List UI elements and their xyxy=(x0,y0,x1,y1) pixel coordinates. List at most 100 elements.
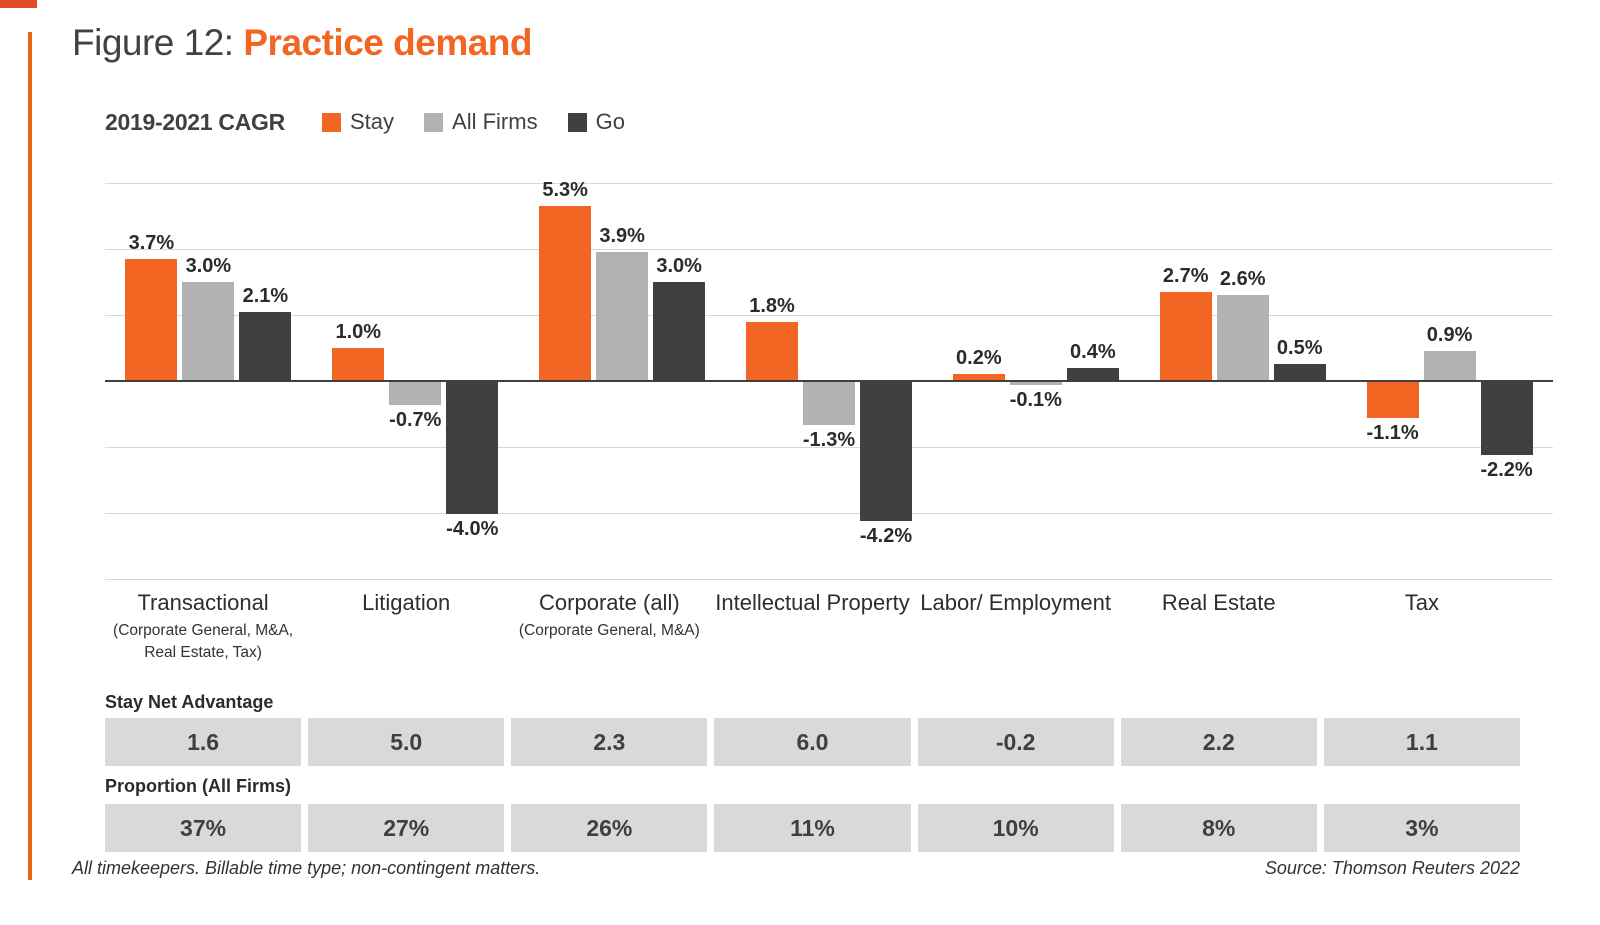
bar-stay-transactional xyxy=(125,259,178,381)
bar-value-all-firms-tax: 0.9% xyxy=(1426,324,1473,346)
stay-net-advantage-cell-transactional: 1.6 xyxy=(105,718,302,766)
bar-all-firms-corporate-all xyxy=(596,252,649,381)
legend-swatch-stay xyxy=(322,112,341,132)
bar-value-go-labor-employment: 0.4% xyxy=(1070,341,1116,363)
bar-value-stay-corporate-all: 5.3% xyxy=(542,179,588,201)
figure-accent-bar xyxy=(28,32,32,880)
row-label-proportion-all-firms: Proportion (All Firms) xyxy=(105,776,291,796)
bar-go-transactional xyxy=(239,312,292,381)
bar-all-firms-tax xyxy=(1423,351,1476,381)
proportion-cell-tax: 3% xyxy=(1323,804,1520,852)
bar-value-stay-real-estate: 2.7% xyxy=(1162,265,1209,287)
category-label-litigation: Litigation xyxy=(308,590,504,663)
chart-legend: Stay All Firms Go xyxy=(322,108,625,136)
proportion-cell-transactional: 37% xyxy=(105,804,302,852)
legend-swatch-all-firms xyxy=(424,112,444,132)
zero-axis-line xyxy=(105,380,1553,382)
category-label-tax: Tax xyxy=(1324,590,1520,663)
bar-value-all-firms-transactional: 3.0% xyxy=(185,255,232,277)
category-name: Intellectual Property xyxy=(715,590,910,615)
category-labels-row: Transactional (Corporate General, M&A, Re… xyxy=(105,590,1520,663)
bar-value-all-firms-intellectual-property: -1.3% xyxy=(802,429,856,451)
stay-net-advantage-cell-real-estate: 2.2 xyxy=(1120,718,1317,766)
proportion-all-firms-row: 37% 27% 26% 11% 10% 8% 3% xyxy=(105,804,1520,852)
footnote-methodology: All timekeepers. Billable time type; non… xyxy=(72,858,541,878)
bar-value-go-corporate-all: 3.0% xyxy=(656,255,702,277)
bar-go-labor-employment xyxy=(1066,368,1119,381)
legend-label-stay: Stay xyxy=(350,109,395,134)
figure-title: Figure 12: Practice demand xyxy=(72,22,533,64)
bar-value-go-litigation: -4.0% xyxy=(446,518,499,540)
proportion-cell-corporate-all: 26% xyxy=(511,804,708,852)
bar-all-firms-labor-employment xyxy=(1009,382,1062,385)
bar-all-firms-intellectual-property xyxy=(803,382,855,425)
figure-name: Practice demand xyxy=(243,22,533,63)
legend-item-all-firms: All Firms xyxy=(424,109,538,135)
bar-go-real-estate xyxy=(1273,364,1326,381)
stay-net-advantage-cell-labor-employment: -0.2 xyxy=(917,718,1114,766)
category-subtitle: (Corporate General, M&A, Real Estate, Ta… xyxy=(113,621,294,661)
legend-item-stay: Stay xyxy=(322,109,394,135)
category-name: Real Estate xyxy=(1161,590,1276,615)
gridline--4 xyxy=(105,513,1553,514)
bar-stay-intellectual-property xyxy=(746,322,798,381)
bar-value-all-firms-litigation: -0.7% xyxy=(389,409,442,431)
gridline--2 xyxy=(105,447,1553,448)
category-subtitle: (Corporate General, M&A) xyxy=(518,621,700,639)
category-label-intellectual-property: Intellectual Property xyxy=(714,590,910,663)
row-label-stay-net-advantage: Stay Net Advantage xyxy=(105,692,274,712)
stay-net-advantage-cell-tax: 1.1 xyxy=(1323,718,1520,766)
stay-net-advantage-row: 1.6 5.0 2.3 6.0 -0.2 2.2 1.1 xyxy=(105,718,1520,766)
category-label-corporate-all: Corporate (all) (Corporate General, M&A) xyxy=(511,590,707,663)
measure-label: 2019-2021 CAGR xyxy=(105,109,285,135)
figure-number: Figure 12: xyxy=(72,22,234,63)
stay-net-advantage-cell-corporate-all: 2.3 xyxy=(511,718,708,766)
proportion-cell-litigation: 27% xyxy=(308,804,505,852)
bar-value-stay-tax: -1.1% xyxy=(1366,422,1419,444)
bar-go-intellectual-property xyxy=(860,382,912,521)
category-name: Tax xyxy=(1404,590,1440,615)
category-name: Labor/ Employment xyxy=(920,590,1112,615)
bar-stay-real-estate xyxy=(1159,292,1212,381)
bar-chart-plot-area: 3.7% 3.0% 2.1% 1.0% -0.7% -4.0% 5.3% 3.9% 3.0% 1.… xyxy=(105,179,1553,580)
category-name: Transactional xyxy=(137,590,269,615)
category-label-real-estate: Real Estate xyxy=(1121,590,1317,663)
gridline--6 xyxy=(105,579,1553,580)
bar-value-all-firms-corporate-all: 3.9% xyxy=(599,225,645,247)
bar-stay-tax xyxy=(1366,382,1419,418)
category-label-labor-employment: Labor/ Employment xyxy=(918,590,1114,663)
category-name: Corporate (all) xyxy=(539,590,680,615)
bar-go-tax xyxy=(1480,382,1533,455)
bar-value-all-firms-real-estate: 2.6% xyxy=(1219,268,1266,290)
bar-go-corporate-all xyxy=(653,282,706,381)
category-name: Litigation xyxy=(362,590,451,615)
gridline-6 xyxy=(105,183,1553,184)
legend-swatch-go xyxy=(567,112,587,132)
bar-stay-corporate-all xyxy=(539,206,592,381)
bar-stay-labor-employment xyxy=(952,374,1005,381)
bar-value-stay-intellectual-property: 1.8% xyxy=(749,295,795,317)
page-corner-accent xyxy=(0,0,37,8)
stay-net-advantage-cell-litigation: 5.0 xyxy=(308,718,505,766)
bar-value-all-firms-labor-employment: -0.1% xyxy=(1009,389,1062,411)
stay-net-advantage-cell-intellectual-property: 6.0 xyxy=(714,718,911,766)
proportion-cell-intellectual-property: 11% xyxy=(714,804,911,852)
category-label-transactional: Transactional (Corporate General, M&A, Re… xyxy=(105,590,301,663)
bar-all-firms-real-estate xyxy=(1216,295,1269,381)
bar-value-stay-transactional: 3.7% xyxy=(128,232,175,254)
bar-go-litigation xyxy=(446,382,499,514)
bar-value-go-transactional: 2.1% xyxy=(242,285,289,307)
legend-item-go: Go xyxy=(567,109,625,135)
bar-value-stay-litigation: 1.0% xyxy=(335,321,382,343)
proportion-cell-labor-employment: 10% xyxy=(917,804,1114,852)
bar-value-go-tax: -2.2% xyxy=(1480,459,1533,481)
bar-all-firms-transactional xyxy=(182,282,235,381)
gridline-2 xyxy=(105,315,1553,316)
bar-value-stay-labor-employment: 0.2% xyxy=(956,347,1002,369)
bar-value-go-intellectual-property: -4.2% xyxy=(859,525,913,547)
legend-label-all-firms: All Firms xyxy=(452,109,538,134)
bar-value-go-real-estate: 0.5% xyxy=(1276,337,1323,359)
bar-all-firms-litigation xyxy=(389,382,442,405)
proportion-cell-real-estate: 8% xyxy=(1120,804,1317,852)
